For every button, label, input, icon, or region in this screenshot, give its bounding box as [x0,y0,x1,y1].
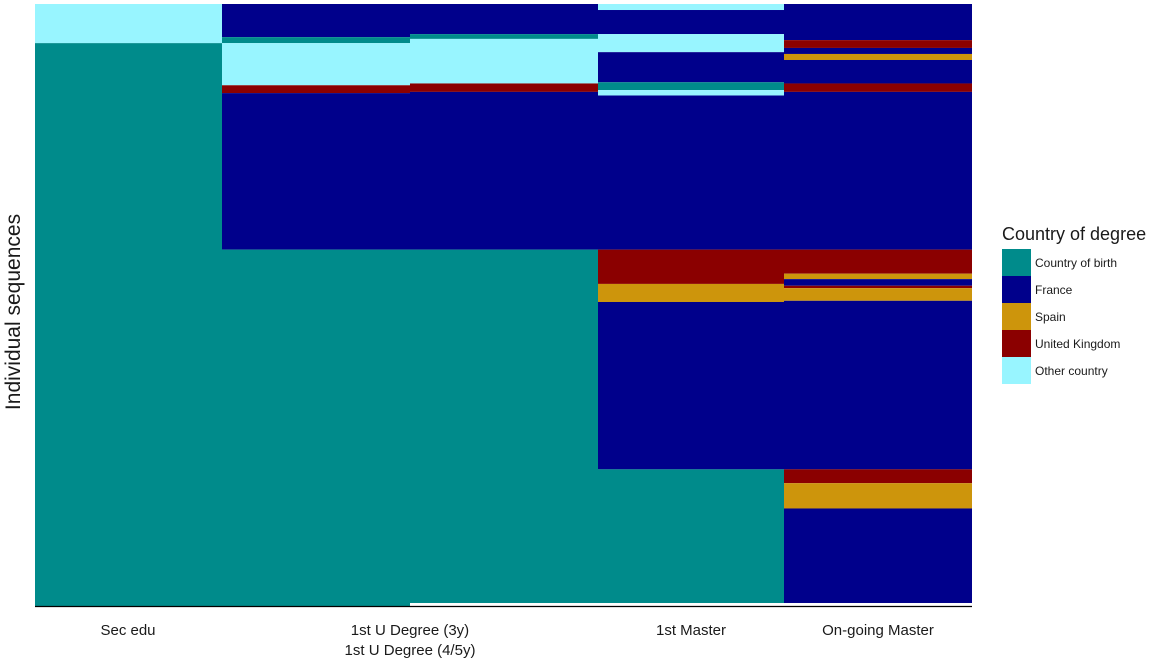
segment-4-1 [784,40,972,48]
segment-4-4 [784,59,972,84]
legend-swatch-2 [1002,303,1031,330]
x-tick-label-2: 1st Master [656,621,726,641]
segment-4-2 [784,47,972,54]
x-tick-line-1-0: 1st U Degree (3y) [350,622,470,639]
legend-label-1: France [1035,282,1073,297]
segment-2-3 [410,83,598,92]
segment-0-1 [35,43,222,606]
x-tick-line-0-0: Sec edu [100,622,156,639]
segment-1-2 [222,43,410,86]
segment-2-0 [410,4,598,35]
segment-4-0 [784,4,972,41]
segment-3-2 [598,34,784,53]
segment-2-1 [410,34,598,39]
segment-3-8 [598,283,784,302]
x-tick-label-3: On-going Master [822,621,934,641]
segment-4-15 [784,508,972,603]
legend-item-1: France [1002,276,1146,303]
segment-4-10 [784,285,972,289]
segment-1-1 [222,37,410,44]
segment-3-3 [598,52,784,83]
segment-4-14 [784,483,972,509]
legend-title: Country of degree [1002,224,1147,244]
segment-3-10 [598,469,784,603]
x-tick-line-2-0: 1st Master [655,622,727,639]
segment-3-1 [598,10,784,35]
legend-label-2: Spain [1035,309,1066,324]
segment-3-5 [598,90,784,96]
segment-4-12 [784,300,972,470]
segment-4-13 [784,469,972,484]
segment-4-6 [784,91,972,250]
segment-2-4 [410,91,598,250]
legend-label-3: United Kingdom [1035,336,1121,351]
segment-4-11 [784,288,972,301]
segment-3-9 [598,301,784,470]
legend: Country of degree Country of birth France… [1002,224,1146,384]
x-tick-line-3-0: On-going Master [822,622,934,639]
segment-0-0 [35,4,222,44]
legend-swatch-3 [1002,330,1031,357]
legend-label-0: Country of birth [1035,255,1118,270]
legend-item-3: United Kingdom [1002,330,1146,357]
y-axis-title: Individual sequences [2,213,25,411]
legend-items: Country of birth France Spain United Kingdo… [1002,249,1146,384]
legend-item-2: Spain [1002,303,1146,330]
segment-3-4 [598,82,784,91]
legend-swatch-1 [1002,276,1031,303]
segment-4-8 [784,273,972,280]
segment-4-3 [784,53,972,60]
x-tick-label-1: 1st U Degree (3y) 1st U Degree (4/5y) [345,621,476,661]
segment-1-3 [222,85,410,94]
legend-item-4: Other country [1002,357,1146,384]
legend-swatch-4 [1002,357,1031,384]
segment-1-5 [222,249,410,606]
segment-1-4 [222,93,410,250]
segment-3-7 [598,249,784,284]
x-tick-label-0: Sec edu [100,621,155,641]
legend-swatch-0 [1002,249,1031,276]
segment-2-5 [410,249,598,603]
segment-2-2 [410,38,598,84]
segment-3-6 [598,95,784,250]
segment-4-7 [784,249,972,274]
segment-4-9 [784,279,972,286]
segment-1-0 [222,4,410,38]
segment-3-0 [598,4,784,11]
segment-4-5 [784,83,972,92]
legend-item-0: Country of birth [1002,249,1146,276]
x-tick-line-1-1: 1st U Degree (4/5y) [344,642,476,659]
legend-label-4: Other country [1035,363,1108,378]
